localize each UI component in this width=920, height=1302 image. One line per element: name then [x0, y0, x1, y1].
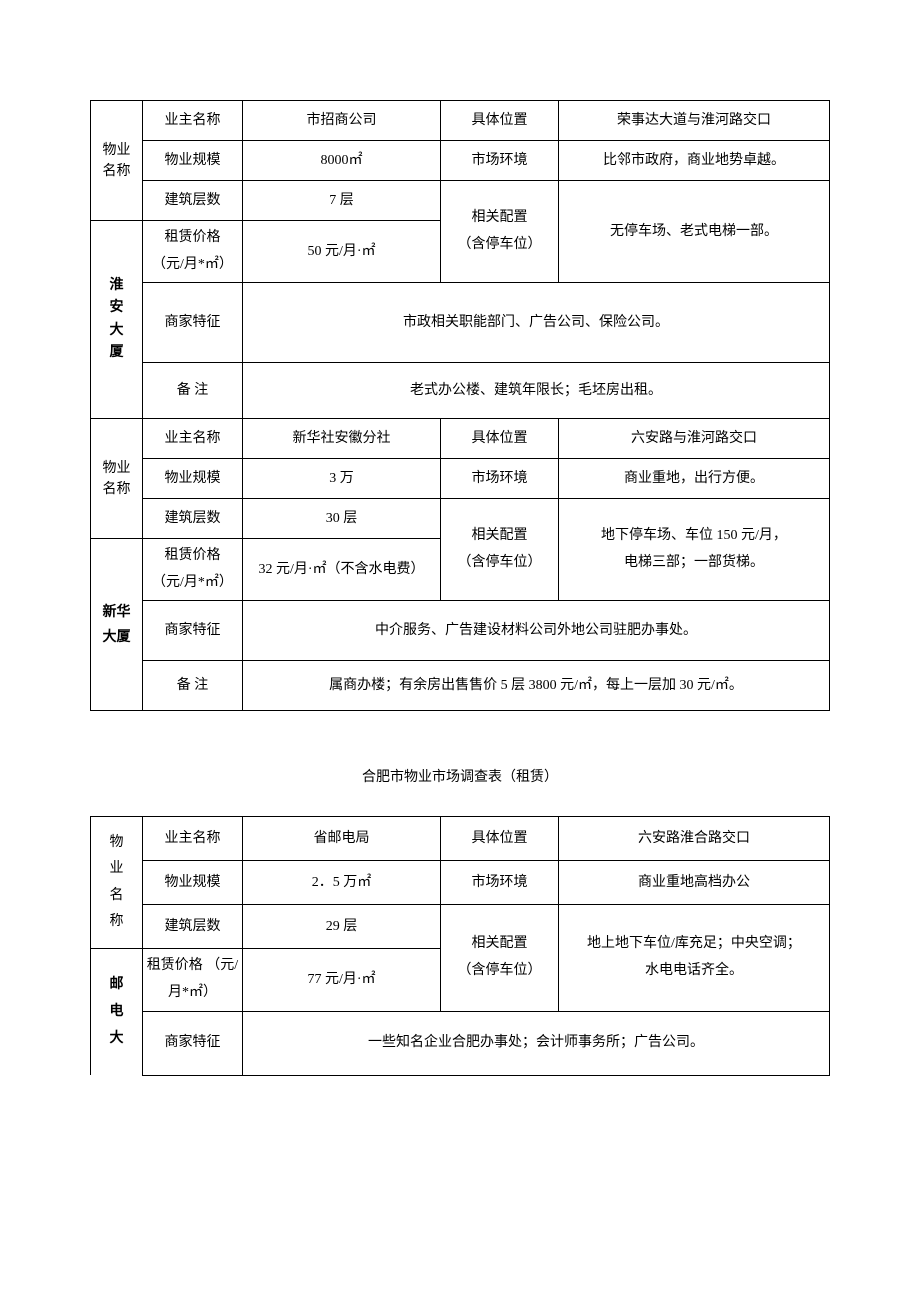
label-scale-2: 物业规模	[143, 459, 243, 499]
label-env-2: 市场环境	[441, 459, 559, 499]
val-floors-1: 7 层	[243, 181, 441, 221]
building-label-1: 淮 安 大 厦	[91, 221, 143, 419]
val-tenants-3: 一些知名企业合肥办事处；会计师事务所；广告公司。	[243, 1011, 830, 1075]
label-location-2: 具体位置	[441, 419, 559, 459]
label-price-2: 租赁价格 （元/月*㎡）	[143, 539, 243, 601]
label-note: 备 注	[143, 363, 243, 419]
label-tenants-2: 商家特征	[143, 601, 243, 661]
val-config-1: 无停车场、老式电梯一部。	[559, 181, 830, 283]
label-note-2: 备 注	[143, 661, 243, 711]
val-env-3: 商业重地高档办公	[559, 861, 830, 905]
label-property-name-2: 物业 名称	[91, 419, 143, 539]
label-floors-3: 建筑层数	[143, 905, 243, 949]
table-building-3: 物业名称 业主名称 省邮电局 具体位置 六安路淮合路交口 物业规模 2．5 万㎡…	[90, 816, 830, 1075]
val-owner-2: 新华社安徽分社	[243, 419, 441, 459]
table-building-1: 物业 名称 业主名称 市招商公司 具体位置 荣事达大道与淮河路交口 物业规模 8…	[90, 100, 830, 419]
label-scale: 物业规模	[143, 141, 243, 181]
val-price-1: 50 元/月·㎡	[243, 221, 441, 283]
val-scale-2: 3 万	[243, 459, 441, 499]
label-location: 具体位置	[441, 101, 559, 141]
label-config-3: 相关配置 （含停车位）	[441, 905, 559, 1011]
label-price: 租赁价格 （元/月*㎡）	[143, 221, 243, 283]
val-price-3: 77 元/月·㎡	[243, 949, 441, 1011]
val-config-3: 地上地下车位/库充足；中央空调； 水电电话齐全。	[559, 905, 830, 1011]
val-note-1: 老式办公楼、建筑年限长；毛坯房出租。	[243, 363, 830, 419]
label-config: 相关配置 （含停车位）	[441, 181, 559, 283]
val-floors-2: 30 层	[243, 499, 441, 539]
label-tenants-3: 商家特征	[143, 1011, 243, 1075]
val-tenants-1: 市政相关职能部门、广告公司、保险公司。	[243, 283, 830, 363]
val-env-1: 比邻市政府，商业地势卓越。	[559, 141, 830, 181]
val-scale-1: 8000㎡	[243, 141, 441, 181]
label-env: 市场环境	[441, 141, 559, 181]
label-location-3: 具体位置	[441, 817, 559, 861]
val-env-2: 商业重地，出行方便。	[559, 459, 830, 499]
label-floors-2: 建筑层数	[143, 499, 243, 539]
val-scale-3: 2．5 万㎡	[243, 861, 441, 905]
label-env-3: 市场环境	[441, 861, 559, 905]
val-floors-3: 29 层	[243, 905, 441, 949]
val-location-3: 六安路淮合路交口	[559, 817, 830, 861]
label-floors: 建筑层数	[143, 181, 243, 221]
label-property-name-3: 物业名称	[91, 817, 143, 949]
val-price-2: 32 元/月·㎡（不含水电费）	[243, 539, 441, 601]
label-config-2: 相关配置 （含停车位）	[441, 499, 559, 601]
val-owner-3: 省邮电局	[243, 817, 441, 861]
label-price-3: 租赁价格 （元/月*㎡）	[143, 949, 243, 1011]
label-owner: 业主名称	[143, 101, 243, 141]
val-note-2: 属商办楼；有余房出售售价 5 层 3800 元/㎡，每上一层加 30 元/㎡。	[243, 661, 830, 711]
label-tenants: 商家特征	[143, 283, 243, 363]
building-label-2: 新华 大厦	[91, 539, 143, 711]
label-owner-2: 业主名称	[143, 419, 243, 459]
val-owner-1: 市招商公司	[243, 101, 441, 141]
label-scale-3: 物业规模	[143, 861, 243, 905]
label-owner-3: 业主名称	[143, 817, 243, 861]
val-location-1: 荣事达大道与淮河路交口	[559, 101, 830, 141]
label-property-name: 物业 名称	[91, 101, 143, 221]
table-building-2: 物业 名称 业主名称 新华社安徽分社 具体位置 六安路与淮河路交口 物业规模 3…	[90, 418, 830, 711]
section-subtitle: 合肥市物业市场调查表（租赁）	[90, 766, 830, 786]
building-label-3: 邮 电 大	[91, 949, 143, 1075]
val-location-2: 六安路与淮河路交口	[559, 419, 830, 459]
val-tenants-2: 中介服务、广告建设材料公司外地公司驻肥办事处。	[243, 601, 830, 661]
val-config-2: 地下停车场、车位 150 元/月， 电梯三部；一部货梯。	[559, 499, 830, 601]
